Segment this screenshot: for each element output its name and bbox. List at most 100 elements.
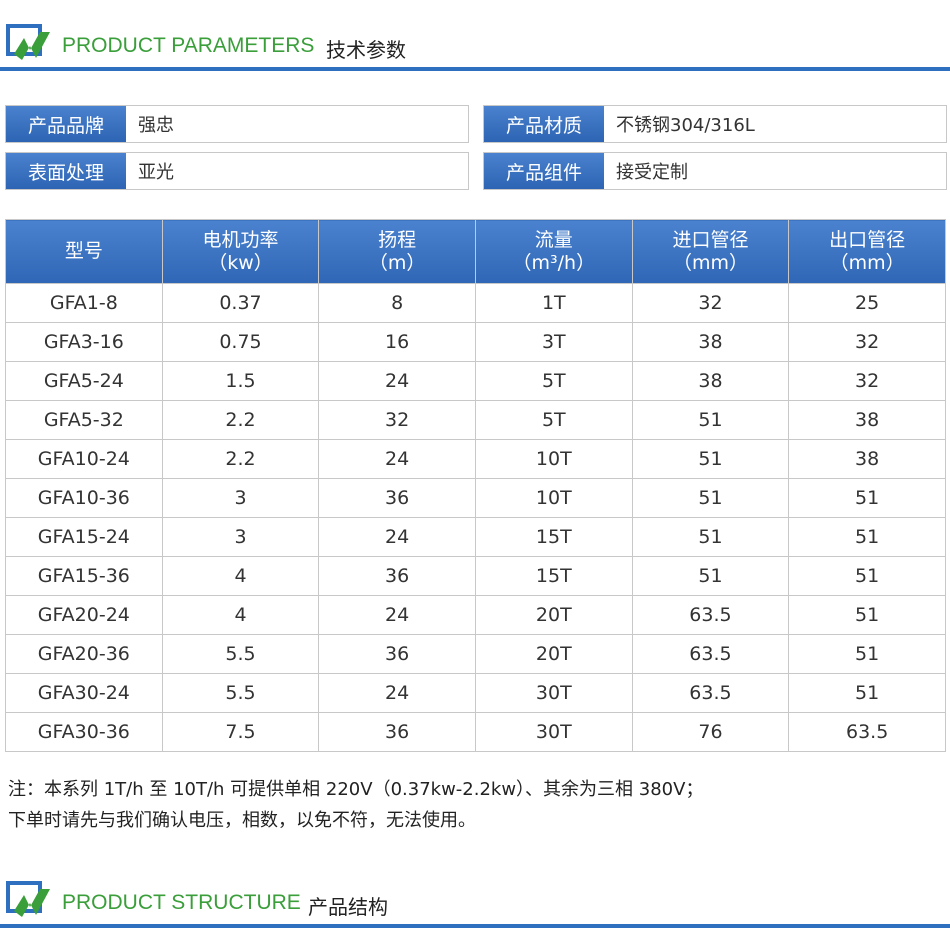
table-cell: 51 bbox=[788, 634, 946, 674]
table-cell: GFA30-36 bbox=[5, 712, 163, 752]
table-cell: 0.37 bbox=[161, 283, 320, 323]
column-header: 扬程 （m） bbox=[318, 219, 476, 284]
info-label: 表面处理 bbox=[6, 153, 126, 189]
table-cell: 63.5 bbox=[631, 595, 790, 635]
table-cell: GFA10-36 bbox=[5, 478, 163, 518]
section-header: PRODUCT STRUCTURE 产品结构 bbox=[0, 881, 950, 929]
table-cell: 1T bbox=[474, 283, 633, 323]
table-row: GFA30-36 7.5 36 30T 76 63.5 bbox=[5, 712, 946, 752]
table-cell: 32 bbox=[631, 283, 790, 323]
table-cell: 2.2 bbox=[161, 439, 320, 479]
section-rule bbox=[0, 67, 950, 71]
spec-table: 型号 电机功率 （kw） 扬程 （m） 流量 （m³/h） 进口管径 （mm） 出口管径 （mm） … bbox=[5, 219, 946, 752]
header-row: 型号 电机功率 （kw） 扬程 （m） 流量 （m³/h） 进口管径 （mm） 出口管径 （mm） bbox=[5, 219, 946, 284]
table-cell: 4 bbox=[161, 556, 320, 596]
table-cell: GFA5-32 bbox=[5, 400, 163, 440]
table-cell: 3 bbox=[161, 517, 320, 557]
column-header: 流量 （m³/h） bbox=[474, 219, 633, 284]
table-cell: 8 bbox=[318, 283, 476, 323]
table-cell: 1.5 bbox=[161, 361, 320, 401]
column-header: 出口管径 （mm） bbox=[788, 219, 946, 284]
table-cell: 38 bbox=[788, 400, 946, 440]
table-row: GFA10-24 2.2 24 10T 51 38 bbox=[5, 439, 946, 479]
table-cell: 36 bbox=[318, 712, 476, 752]
table-cell: 36 bbox=[318, 556, 476, 596]
section-title-cn: 技术参数 bbox=[326, 38, 406, 62]
section-title-en: PRODUCT PARAMETERS bbox=[62, 34, 315, 57]
header-name: 进口管径 bbox=[672, 228, 749, 251]
table-cell: 24 bbox=[318, 517, 476, 557]
info-item: 产品组件 接受定制 bbox=[483, 152, 947, 190]
table-cell: 51 bbox=[788, 595, 946, 635]
header-unit: （mm） bbox=[829, 251, 905, 274]
header-unit: （m³/h） bbox=[512, 251, 596, 274]
table-cell: 20T bbox=[474, 634, 633, 674]
info-value: 不锈钢304/316L bbox=[616, 115, 755, 136]
table-cell: 51 bbox=[788, 673, 946, 713]
header-name: 出口管径 bbox=[829, 228, 906, 251]
table-cell: 32 bbox=[318, 400, 476, 440]
table-cell: 24 bbox=[318, 439, 476, 479]
table-cell: 24 bbox=[318, 595, 476, 635]
table-cell: 38 bbox=[631, 322, 790, 362]
header-name: 流量 bbox=[534, 228, 573, 251]
table-cell: 5T bbox=[474, 400, 633, 440]
table-cell: 5.5 bbox=[161, 634, 320, 674]
info-item: 产品品牌 强忠 bbox=[5, 105, 469, 143]
table-cell: 10T bbox=[474, 439, 633, 479]
table-body: GFA1-8 0.37 8 1T 32 25 GFA3-16 0.75 16 3T 38 32 GFA5… bbox=[5, 283, 946, 752]
table-cell: 16 bbox=[318, 322, 476, 362]
info-value: 亚光 bbox=[138, 162, 174, 183]
table-cell: 63.5 bbox=[631, 634, 790, 674]
table-row: GFA20-36 5.5 36 20T 63.5 51 bbox=[5, 634, 946, 674]
table-cell: 51 bbox=[788, 478, 946, 518]
section-rule bbox=[0, 924, 950, 928]
table-cell: 10T bbox=[474, 478, 633, 518]
table-row: GFA1-8 0.37 8 1T 32 25 bbox=[5, 283, 946, 323]
table-cell: 32 bbox=[788, 322, 946, 362]
table-cell: 36 bbox=[318, 634, 476, 674]
table-cell: GFA15-24 bbox=[5, 517, 163, 557]
table-cell: 4 bbox=[161, 595, 320, 635]
logo-icon bbox=[6, 24, 50, 60]
info-item: 产品材质 不锈钢304/316L bbox=[483, 105, 947, 143]
table-cell: GFA20-24 bbox=[5, 595, 163, 635]
table-cell: GFA30-24 bbox=[5, 673, 163, 713]
table-cell: GFA15-36 bbox=[5, 556, 163, 596]
logo-icon bbox=[6, 881, 50, 917]
table-cell: 5T bbox=[474, 361, 633, 401]
table-cell: 51 bbox=[631, 517, 790, 557]
info-value: 强忠 bbox=[138, 115, 174, 136]
column-header: 电机功率 （kw） bbox=[161, 219, 320, 284]
table-cell: GFA10-24 bbox=[5, 439, 163, 479]
table-cell: 63.5 bbox=[631, 673, 790, 713]
section-title-en: PRODUCT STRUCTURE bbox=[62, 891, 301, 914]
section-title-cn: 产品结构 bbox=[308, 895, 388, 919]
info-label: 产品品牌 bbox=[6, 106, 126, 142]
table-row: GFA3-16 0.75 16 3T 38 32 bbox=[5, 322, 946, 362]
table-cell: 2.2 bbox=[161, 400, 320, 440]
table-row: GFA5-32 2.2 32 5T 51 38 bbox=[5, 400, 946, 440]
table-cell: 51 bbox=[631, 478, 790, 518]
header-name: 扬程 bbox=[378, 228, 417, 251]
table-row: GFA20-24 4 24 20T 63.5 51 bbox=[5, 595, 946, 635]
table-cell: GFA20-36 bbox=[5, 634, 163, 674]
table-cell: 38 bbox=[631, 361, 790, 401]
header-unit: （mm） bbox=[672, 251, 748, 274]
table-cell: 7.5 bbox=[161, 712, 320, 752]
note: 注：本系列 1T/h 至 10T/h 可提供单相 220V（0.37kw-2.2… bbox=[8, 779, 704, 800]
table-cell: 3 bbox=[161, 478, 320, 518]
section-header: PRODUCT PARAMETERS 技术参数 bbox=[0, 24, 950, 72]
table-cell: 51 bbox=[631, 439, 790, 479]
table-cell: 38 bbox=[788, 439, 946, 479]
table-cell: 20T bbox=[474, 595, 633, 635]
header-unit: （kw） bbox=[208, 251, 273, 274]
table-cell: 36 bbox=[318, 478, 476, 518]
table-row: GFA10-36 3 36 10T 51 51 bbox=[5, 478, 946, 518]
info-item: 表面处理 亚光 bbox=[5, 152, 469, 190]
table-cell: 30T bbox=[474, 673, 633, 713]
table-cell: GFA1-8 bbox=[5, 283, 163, 323]
table-cell: 51 bbox=[631, 556, 790, 596]
table-row: GFA5-24 1.5 24 5T 38 32 bbox=[5, 361, 946, 401]
